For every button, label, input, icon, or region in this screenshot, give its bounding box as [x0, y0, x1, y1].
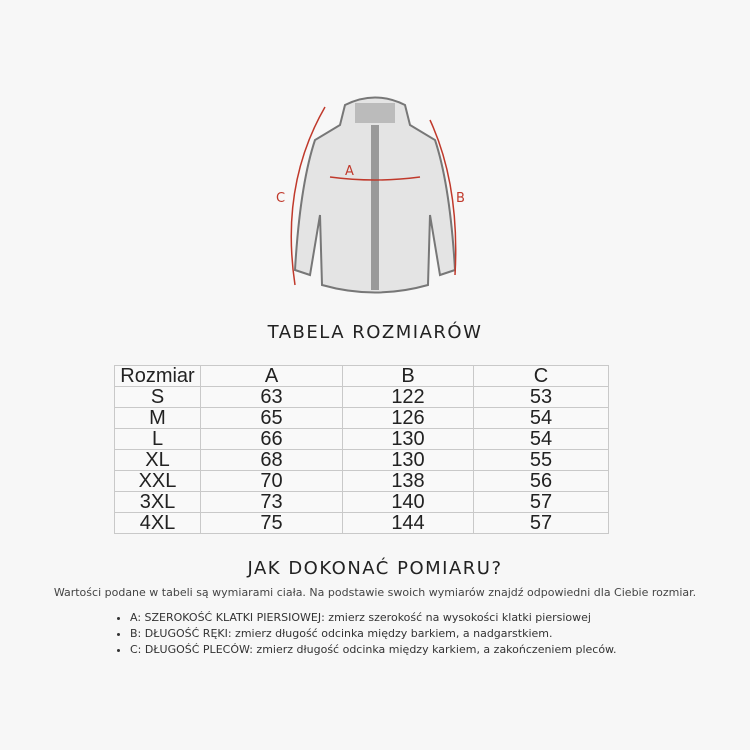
arrow-b [429, 119, 457, 276]
size-cell: S [114, 386, 201, 408]
value-cell: 130 [342, 428, 474, 450]
table-row: XXL 70 138 56 [114, 470, 609, 492]
value-cell: 138 [342, 470, 474, 492]
instructions-list: A: SZEROKOŚĆ KLATKI PIERSIOWEJ: zmierz s… [110, 610, 617, 658]
how-to-measure-heading: JAK DOKONAĆ POMIARU? [247, 558, 503, 579]
table-row: L 66 130 54 [114, 428, 609, 450]
arrow-c [290, 106, 326, 286]
value-cell: 140 [342, 491, 474, 513]
instruction-b: B: DŁUGOŚĆ RĘKI: zmierz długość odcinka … [130, 626, 617, 642]
label-c: C [276, 191, 285, 206]
value-cell: 54 [473, 428, 609, 450]
hood-inner [355, 103, 395, 123]
table-header-row: Rozmiar A B C [114, 365, 609, 387]
value-cell: 56 [473, 470, 609, 492]
value-cell: 57 [473, 491, 609, 513]
instruction-c: C: DŁUGOŚĆ PLECÓW: zmierz długość odcink… [130, 642, 617, 658]
jacket-illustration: A B C [276, 96, 465, 294]
size-cell: L [114, 428, 201, 450]
value-cell: 63 [200, 386, 343, 408]
value-cell: 130 [342, 449, 474, 471]
value-cell: 75 [200, 512, 343, 534]
value-cell: 122 [342, 386, 474, 408]
header-b: B [342, 365, 474, 387]
size-cell: M [114, 407, 201, 429]
table-row: 3XL 73 140 57 [114, 491, 609, 513]
header-a: A [200, 365, 343, 387]
label-a: A [345, 164, 354, 179]
arrow-a [329, 176, 421, 181]
table-row: 4XL 75 144 57 [114, 512, 609, 534]
size-cell: XL [114, 449, 201, 471]
value-cell: 70 [200, 470, 343, 492]
table-row: S 63 122 53 [114, 386, 609, 408]
size-table: Rozmiar A B C S 63 122 53 M 65 126 54 L 66 130 54 XL… [114, 365, 609, 534]
table-row: XL 68 130 55 [114, 449, 609, 471]
value-cell: 53 [473, 386, 609, 408]
header-c: C [473, 365, 609, 387]
value-cell: 144 [342, 512, 474, 534]
header-size: Rozmiar [114, 365, 201, 387]
size-cell: 4XL [114, 512, 201, 534]
description: Wartości podane w tabeli są wymiarami ci… [53, 586, 697, 599]
size-cell: XXL [114, 470, 201, 492]
value-cell: 68 [200, 449, 343, 471]
value-cell: 126 [342, 407, 474, 429]
instruction-a: A: SZEROKOŚĆ KLATKI PIERSIOWEJ: zmierz s… [130, 610, 617, 626]
value-cell: 65 [200, 407, 343, 429]
zipper [371, 125, 379, 290]
size-cell: 3XL [114, 491, 201, 513]
value-cell: 54 [473, 407, 609, 429]
size-table-heading: TABELA ROZMIARÓW [267, 322, 483, 343]
table-row: M 65 126 54 [114, 407, 609, 429]
value-cell: 73 [200, 491, 343, 513]
value-cell: 57 [473, 512, 609, 534]
value-cell: 66 [200, 428, 343, 450]
value-cell: 55 [473, 449, 609, 471]
label-b: B [456, 191, 465, 206]
